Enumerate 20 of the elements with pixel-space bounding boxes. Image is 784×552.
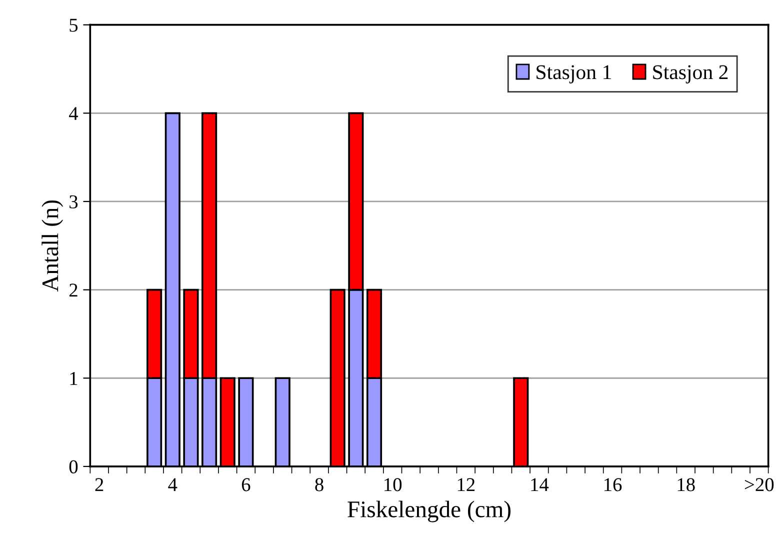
x-axis-title: Fiskelengde (cm)	[348, 500, 510, 522]
x-tick-label: 16	[604, 478, 622, 492]
y-tick-label: 2	[69, 284, 78, 297]
x-tick-label: >20	[744, 478, 774, 492]
x-tick-label: 18	[678, 478, 695, 492]
x-tick-label: 6	[242, 478, 250, 492]
x-tick-label: 12	[458, 478, 475, 492]
legend-label: Stasjon 1	[536, 65, 611, 84]
x-tick-label: 2	[95, 478, 104, 492]
y-tick-label: 3	[70, 195, 78, 208]
x-tick-label: 4	[168, 478, 178, 492]
legend-label: Stasjon 2	[653, 65, 728, 84]
y-axis-title: Antall (n)	[42, 200, 64, 292]
y-tick-label: 1	[70, 372, 78, 385]
y-tick-label: 4	[69, 107, 78, 120]
x-tick-label: 8	[315, 478, 324, 492]
x-tick-label: 14	[531, 478, 549, 492]
x-tick-label: 10	[384, 478, 402, 492]
y-tick-label: 0	[69, 460, 78, 474]
y-tick-label: 5	[70, 18, 78, 32]
